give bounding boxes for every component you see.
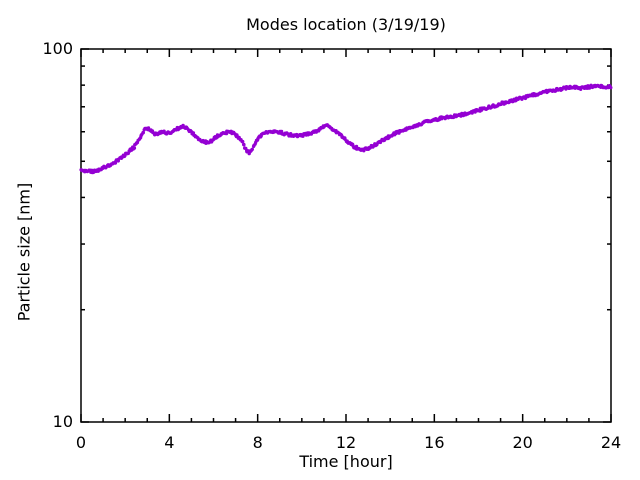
x-tick-label: 16 <box>424 433 444 452</box>
chart-title: Modes location (3/19/19) <box>246 15 446 34</box>
y-tick-label: 10 <box>53 412 73 431</box>
x-tick-label: 12 <box>336 433 356 452</box>
x-tick-label: 0 <box>76 433 86 452</box>
x-tick-label: 24 <box>601 433 621 452</box>
data-points <box>79 83 613 175</box>
x-tick-label: 20 <box>512 433 532 452</box>
plot-border <box>80 48 612 423</box>
x-tick-label: 8 <box>253 433 263 452</box>
x-axis-label: Time [hour] <box>299 452 393 471</box>
x-tick-label: 4 <box>164 433 174 452</box>
y-tick-label: 100 <box>42 39 73 58</box>
